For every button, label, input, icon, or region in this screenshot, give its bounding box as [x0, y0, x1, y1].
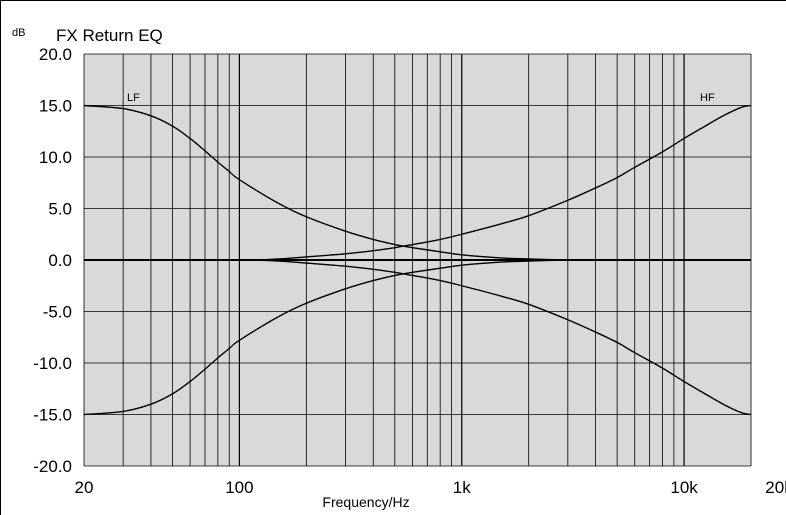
- eq-curve: [83, 259, 752, 416]
- eq-curve: [83, 104, 751, 261]
- eq-curve: [83, 259, 751, 416]
- y-tick-label: -15.0: [33, 406, 72, 425]
- x-tick-label: 20k: [765, 478, 786, 497]
- hf-label: HF: [700, 92, 715, 104]
- x-tick-labels: 20 100 1k 10k 20k: [75, 478, 786, 497]
- y-tick-label: 5.0: [48, 200, 72, 219]
- y-tick-label: 15.0: [39, 97, 72, 116]
- x-tick-label: 10k: [670, 478, 698, 497]
- chart-title: FX Return EQ: [56, 26, 163, 45]
- y-tick-label: -5.0: [43, 303, 72, 322]
- x-axis-label: Frequency/Hz: [322, 494, 409, 510]
- x-tick-label: 1k: [453, 478, 471, 497]
- y-tick-label: -10.0: [33, 354, 72, 373]
- eq-curves: [83, 104, 752, 416]
- x-tick-label: 20: [75, 478, 94, 497]
- x-tick-label: 100: [225, 478, 253, 497]
- y-tick-label: 10.0: [39, 148, 72, 167]
- y-tick-label: 20.0: [39, 45, 72, 64]
- eq-curve: [83, 104, 752, 261]
- lf-label: LF: [127, 92, 140, 104]
- y-tick-labels: 20.0 15.0 10.0 5.0 0.0 -5.0 -10.0 -15.0 -20.0: [33, 45, 72, 476]
- y-tick-label: 0.0: [48, 251, 72, 270]
- y-tick-label: -20.0: [33, 457, 72, 476]
- y-axis-label: dB: [12, 27, 25, 39]
